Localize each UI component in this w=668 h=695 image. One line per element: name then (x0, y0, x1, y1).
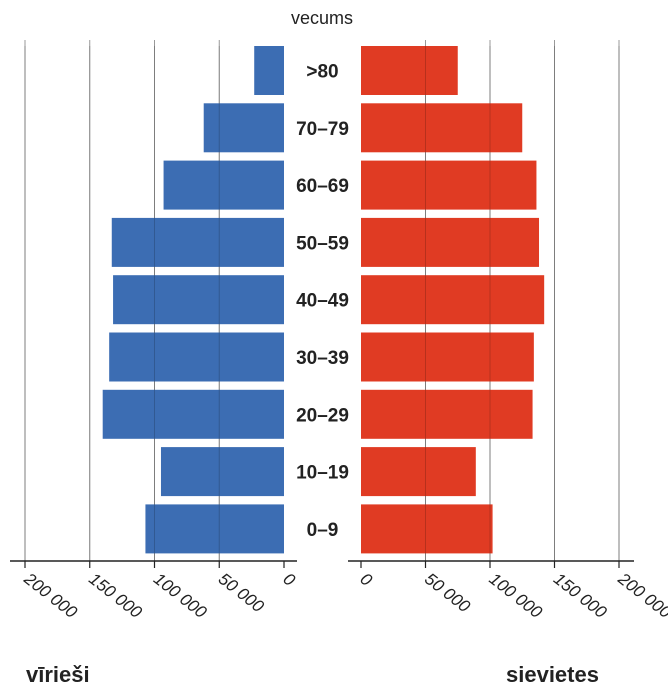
age-label-3: 50–59 (296, 233, 349, 254)
bar-women-6 (361, 389, 533, 439)
bar-women-1 (361, 103, 523, 153)
bar-men-1 (203, 103, 284, 153)
bar-men-2 (163, 160, 284, 210)
bar-women-5 (361, 332, 534, 382)
tick-label-women-0: 0 (357, 569, 377, 590)
bars (102, 46, 545, 554)
tick-label-men-4: 200 000 (20, 569, 81, 623)
age-label-0: >80 (306, 62, 338, 83)
tick-label-women-4: 200 000 (614, 569, 668, 623)
age-label-6: 20–29 (296, 405, 349, 426)
tick-label-women-2: 100 000 (486, 569, 547, 622)
men-label: vīrieši (26, 662, 90, 687)
age-label-1: 70–79 (296, 119, 349, 140)
bar-women-4 (361, 275, 545, 325)
bar-women-3 (361, 217, 540, 267)
women-label: sievietes (506, 662, 599, 687)
tick-label-men-3: 150 000 (85, 569, 146, 622)
bar-men-7 (160, 447, 284, 497)
bar-men-4 (113, 275, 284, 325)
age-label-5: 30–39 (296, 348, 349, 369)
bar-women-0 (361, 46, 458, 95)
bar-women-2 (361, 160, 537, 210)
grid-overlay (24, 46, 620, 561)
bar-men-3 (111, 217, 284, 267)
category-axis-title: vecums (291, 8, 353, 28)
category-labels: >80 70–79 60–69 50–59 40–49 30–39 20–29 10–19 0–… (296, 62, 349, 541)
age-label-2: 60–69 (296, 176, 349, 197)
bar-women-8 (361, 504, 493, 554)
tick-label-men-0: 0 (280, 569, 300, 590)
age-label-8: 0–9 (307, 520, 339, 541)
age-label-7: 10–19 (296, 463, 349, 484)
age-label-4: 40–49 (296, 291, 349, 312)
tick-label-men-1: 50 000 (215, 569, 268, 616)
bar-men-5 (109, 332, 284, 382)
bar-men-6 (102, 389, 284, 439)
bar-women-7 (361, 447, 476, 497)
bar-men-0 (254, 46, 284, 95)
tick-label-women-1: 50 000 (421, 569, 474, 616)
tick-label-women-3: 150 000 (550, 569, 611, 622)
tick-label-men-2: 100 000 (150, 569, 211, 622)
bar-men-8 (145, 504, 284, 554)
